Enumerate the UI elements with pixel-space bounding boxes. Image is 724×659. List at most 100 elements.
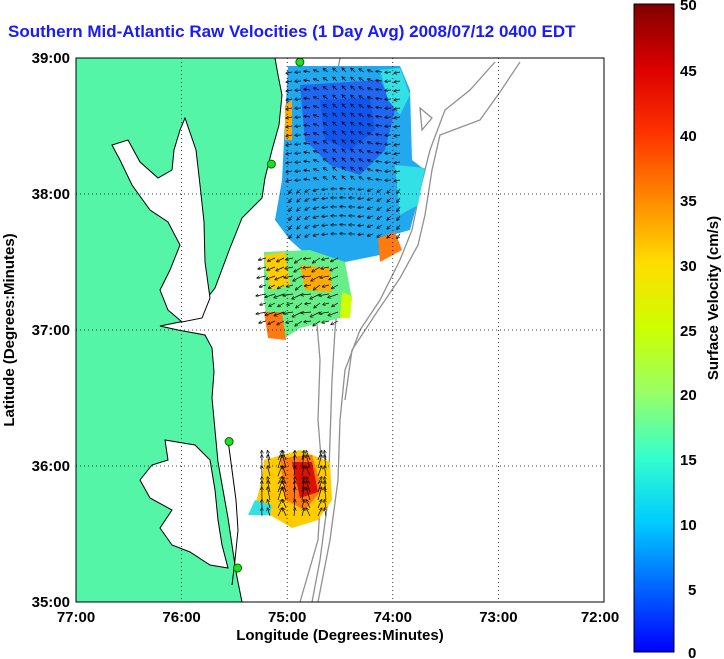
velocity-arrow bbox=[305, 285, 312, 286]
velocity-arrow bbox=[397, 224, 401, 229]
velocity-arrow bbox=[321, 267, 330, 269]
station-marker bbox=[224, 437, 234, 447]
y-tick-label: 37:00 bbox=[32, 322, 70, 339]
velocity-arrow bbox=[305, 188, 311, 192]
x-tick-label: 72:00 bbox=[581, 609, 619, 626]
velocity-arrow bbox=[342, 104, 347, 109]
velocity-arrow bbox=[333, 68, 338, 73]
velocity-arrow bbox=[322, 225, 329, 226]
velocity-arrow bbox=[283, 294, 294, 296]
velocity-arrow bbox=[331, 257, 339, 262]
velocity-arrow bbox=[301, 487, 304, 501]
velocity-arrow bbox=[394, 117, 401, 118]
velocity-arrow bbox=[394, 108, 401, 109]
velocity-arrow bbox=[324, 508, 326, 517]
velocity-arrow bbox=[342, 140, 347, 145]
radar-stations bbox=[224, 58, 305, 573]
x-tick-label: 77:00 bbox=[57, 609, 95, 626]
velocity-arrow bbox=[376, 116, 383, 117]
velocity-arrow bbox=[342, 95, 347, 100]
velocity-arrow bbox=[256, 293, 267, 296]
velocity-arrow bbox=[287, 303, 294, 305]
velocity-arrow bbox=[304, 152, 311, 153]
velocity-arrow bbox=[265, 311, 276, 315]
velocity-arrow bbox=[277, 466, 282, 477]
velocity-arrow bbox=[314, 302, 321, 308]
station-marker bbox=[266, 159, 276, 169]
velocity-arrow bbox=[376, 89, 383, 90]
x-axis-ticks: 77:00 76:00 75:00 74:00 73:00 72:00 bbox=[57, 609, 619, 626]
velocity-arrow bbox=[322, 207, 329, 208]
velocity-arrow bbox=[367, 216, 374, 218]
velocity-arrow bbox=[314, 284, 321, 290]
velocity-arrow bbox=[313, 320, 321, 326]
velocity-arrow bbox=[333, 131, 338, 136]
velocity-arrow bbox=[329, 275, 339, 280]
velocity-arrow bbox=[295, 257, 303, 263]
velocity-arrow bbox=[314, 79, 320, 81]
velocity-arrow bbox=[314, 142, 320, 144]
velocity-arrow bbox=[323, 78, 329, 82]
velocity-arrow bbox=[303, 267, 312, 268]
velocity-arrow bbox=[322, 198, 329, 199]
station-marker bbox=[295, 58, 305, 67]
velocity-arrow bbox=[359, 159, 365, 163]
velocity-arrow bbox=[302, 508, 304, 517]
velocity-arrow bbox=[394, 162, 401, 163]
velocity-arrow bbox=[283, 500, 287, 509]
velocity-arrow bbox=[351, 104, 356, 109]
velocity-arrow bbox=[377, 188, 383, 192]
velocity-arrow bbox=[314, 133, 320, 135]
colorbar-tick-label: 0 bbox=[688, 645, 696, 659]
velocity-arrow bbox=[359, 78, 365, 82]
y-tick-label: 39:00 bbox=[32, 50, 70, 67]
velocity-arrow bbox=[304, 321, 312, 322]
velocity-arrow bbox=[324, 500, 326, 509]
velocity-arrow bbox=[333, 104, 338, 109]
velocity-arrow bbox=[304, 143, 311, 144]
velocity-arrow bbox=[314, 169, 320, 171]
velocity-arrow bbox=[323, 96, 329, 100]
velocity-arrow bbox=[268, 320, 276, 324]
velocity-arrow bbox=[286, 258, 294, 260]
velocity-arrow bbox=[314, 160, 320, 162]
velocity-arrow bbox=[289, 206, 293, 211]
velocity-arrow bbox=[323, 177, 329, 181]
velocity-arrow bbox=[397, 215, 401, 220]
velocity-arrow bbox=[333, 113, 338, 118]
velocity-arrow bbox=[359, 123, 365, 127]
velocity-arrow bbox=[358, 216, 365, 217]
velocity-arrow bbox=[304, 179, 311, 180]
velocity-arrow bbox=[359, 105, 365, 109]
velocity-arrow bbox=[351, 149, 356, 154]
velocity-arrow bbox=[314, 97, 320, 99]
velocity-arrow bbox=[319, 312, 330, 314]
velocity-arrow bbox=[368, 124, 374, 126]
velocity-arrow bbox=[313, 189, 320, 191]
velocity-arrow bbox=[333, 95, 338, 100]
velocity-arrow bbox=[277, 500, 282, 509]
velocity-arrow bbox=[367, 189, 374, 191]
velocity-arrow bbox=[297, 188, 302, 193]
velocity-arrow bbox=[324, 466, 326, 477]
velocity-arrow bbox=[367, 207, 374, 209]
velocity-arrow bbox=[333, 176, 338, 181]
velocity-arrow bbox=[317, 487, 322, 501]
velocity-arrow bbox=[368, 133, 374, 135]
velocity-arrow bbox=[297, 224, 302, 229]
velocity-arrow bbox=[284, 276, 294, 278]
velocity-arrow bbox=[305, 206, 311, 210]
velocity-arrow bbox=[342, 131, 347, 136]
velocity-arrow bbox=[377, 215, 383, 219]
velocity-arrow bbox=[332, 302, 339, 307]
velocity-arrow bbox=[368, 97, 374, 99]
colorbar-label: Surface Velocity (cm/s) bbox=[705, 216, 722, 380]
velocity-arrow bbox=[294, 487, 295, 501]
velocity-arrow bbox=[387, 197, 392, 202]
velocity-arrow bbox=[351, 167, 356, 172]
velocity-arrow bbox=[367, 234, 374, 236]
velocity-arrow bbox=[319, 294, 330, 296]
velocity-arrow bbox=[305, 215, 311, 219]
velocity-arrow bbox=[277, 487, 282, 501]
velocity-arrow bbox=[304, 258, 312, 259]
